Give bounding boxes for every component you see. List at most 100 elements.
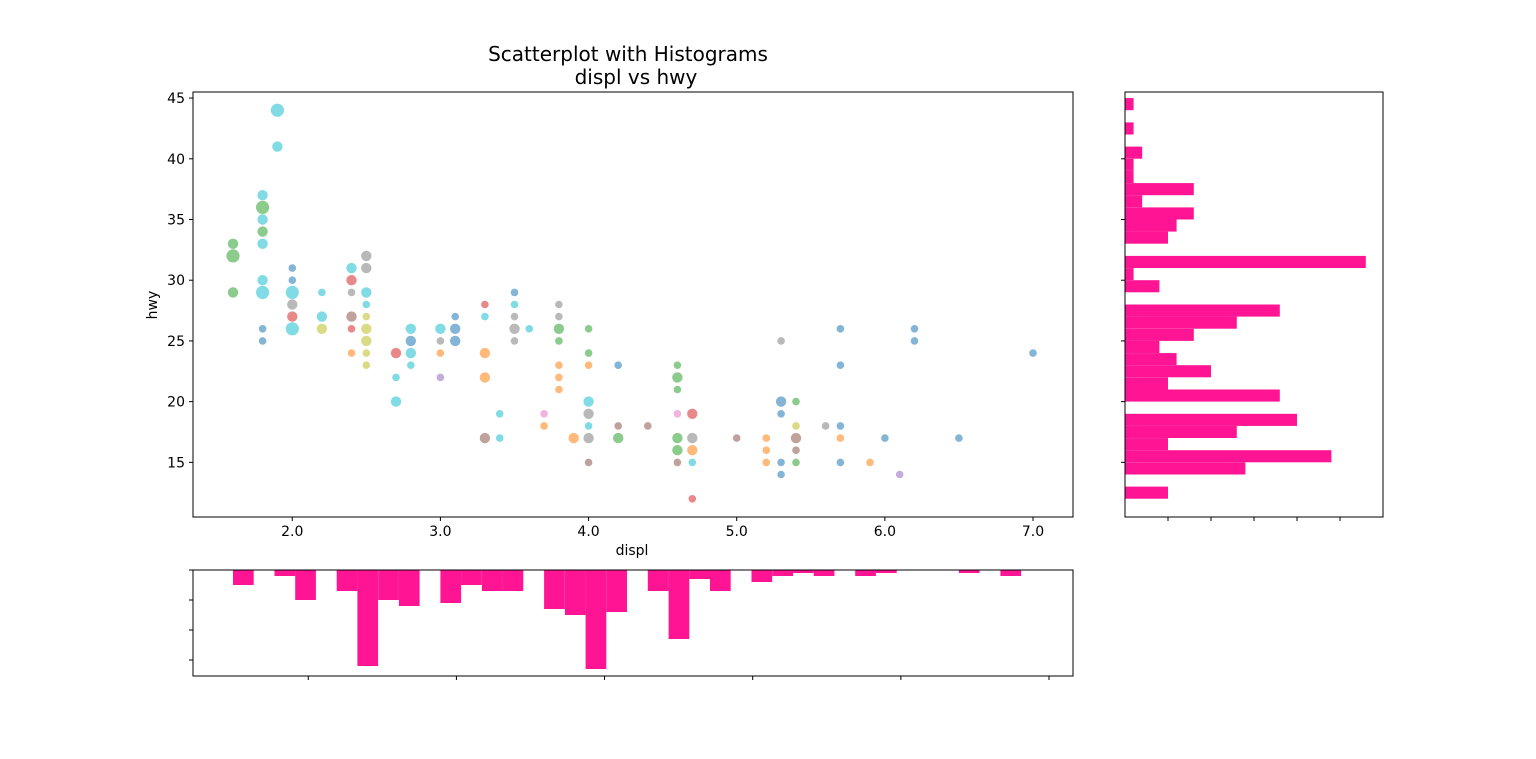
y-tick-label: 20 [167,395,185,411]
scatter-point [392,373,400,382]
scatter-point [790,432,802,444]
scatter-point [451,312,460,321]
scatter-point [361,250,372,262]
y-tick-label: 15 [167,455,185,471]
scatter-point [583,432,594,444]
bottom-histogram-bar [606,570,627,612]
scatter-point [955,434,963,442]
x-tick-label: 6.0 [874,524,896,540]
bottom-histogram-bar [378,570,399,600]
scatter-point [792,397,800,406]
scatter-point [510,312,519,321]
scatter-point [226,249,240,263]
scatter-point [555,373,563,382]
right-histogram-bar [1125,304,1280,317]
right-histogram-bar [1125,195,1143,208]
scatter-point [407,361,415,370]
scatter-point [910,337,919,345]
scatter-point [509,323,520,334]
scatter-point [347,325,356,333]
scatter-point [792,446,800,455]
scatter-point [316,311,328,322]
scatter-point [762,458,771,467]
bottom-histogram-bar [502,570,524,591]
scatter-point [287,311,298,322]
bottom-histogram-bar [958,570,980,573]
scatter-point [481,312,489,321]
scatter-point [285,285,299,299]
scatter-point [525,325,534,333]
scatter-point [495,434,504,442]
scatter-point [390,347,402,359]
scatter-point [435,323,446,334]
right-histogram-bar [1125,328,1194,341]
scatter-point [256,285,270,299]
scatter-point [866,458,874,467]
scatter-point [479,372,491,383]
bottom-histogram-frame [192,569,1074,677]
y-tick-label: 25 [167,334,185,350]
scatter-point [1029,349,1037,357]
scatter-point [555,337,563,345]
right-histogram-bar [1125,450,1332,463]
scatter-point [762,434,771,442]
scatter-point [288,264,297,272]
bottom-histogram-bar [793,570,814,573]
scatter-frame [192,91,1074,518]
scatter-point [361,287,372,298]
right-histogram-bar [1125,207,1194,220]
scatter-point [318,288,326,297]
bottom-histogram-bars [233,570,1022,669]
scatter-point [257,238,268,249]
scatter-point [555,385,563,394]
right-histogram-bar [1125,280,1160,293]
bottom-histogram-panel [189,569,1074,680]
scatter-point [361,323,372,334]
x-axis-label: displ [616,543,649,559]
right-histogram-bar [1125,170,1134,183]
scatter-point [436,349,445,357]
right-histogram-bar [1125,122,1134,135]
bottom-histogram-ticks [189,569,1050,680]
chart-title-line2: displ vs hwy [575,65,698,89]
scatter-point [688,458,697,467]
scatter-point [672,432,683,444]
bottom-histogram-bar [876,570,897,573]
bottom-histogram-bar [274,570,296,576]
scatter-point [673,361,682,370]
scatter-point [540,422,548,430]
scatter-point [613,432,624,444]
bottom-histogram-bar [461,570,482,585]
right-histogram-bar [1125,219,1177,232]
right-histogram-bar [1125,255,1366,268]
scatter-point [270,103,284,117]
right-histogram-bar [1125,183,1194,196]
x-tick-label: 5.0 [726,524,748,540]
y-axis-label: hwy [145,291,161,320]
bottom-histogram-bar [647,570,669,591]
scatter-point [405,347,416,359]
right-histogram-bar [1125,413,1297,426]
scatter-point [732,434,741,442]
scatter-point [495,410,504,418]
scatter-point [584,458,593,467]
y-tick-label: 40 [167,152,185,168]
right-histogram-panel [1121,91,1384,521]
scatter-point [673,458,682,467]
scatter-point [836,434,845,442]
scatter-point [362,300,371,309]
scatter-point [777,337,785,345]
scatter-point [762,446,771,455]
y-tick-label: 45 [167,91,185,107]
right-histogram-bars [1125,98,1366,499]
scatter-point [481,300,489,309]
scatter-point [256,200,270,214]
x-tick-label: 2.0 [281,524,303,540]
scatter-point [436,373,445,382]
scatter-point [895,470,904,479]
right-histogram-bar [1125,486,1168,499]
bottom-histogram-bar [668,570,690,639]
right-histogram-bar [1125,389,1280,402]
right-histogram-bar [1125,340,1160,353]
